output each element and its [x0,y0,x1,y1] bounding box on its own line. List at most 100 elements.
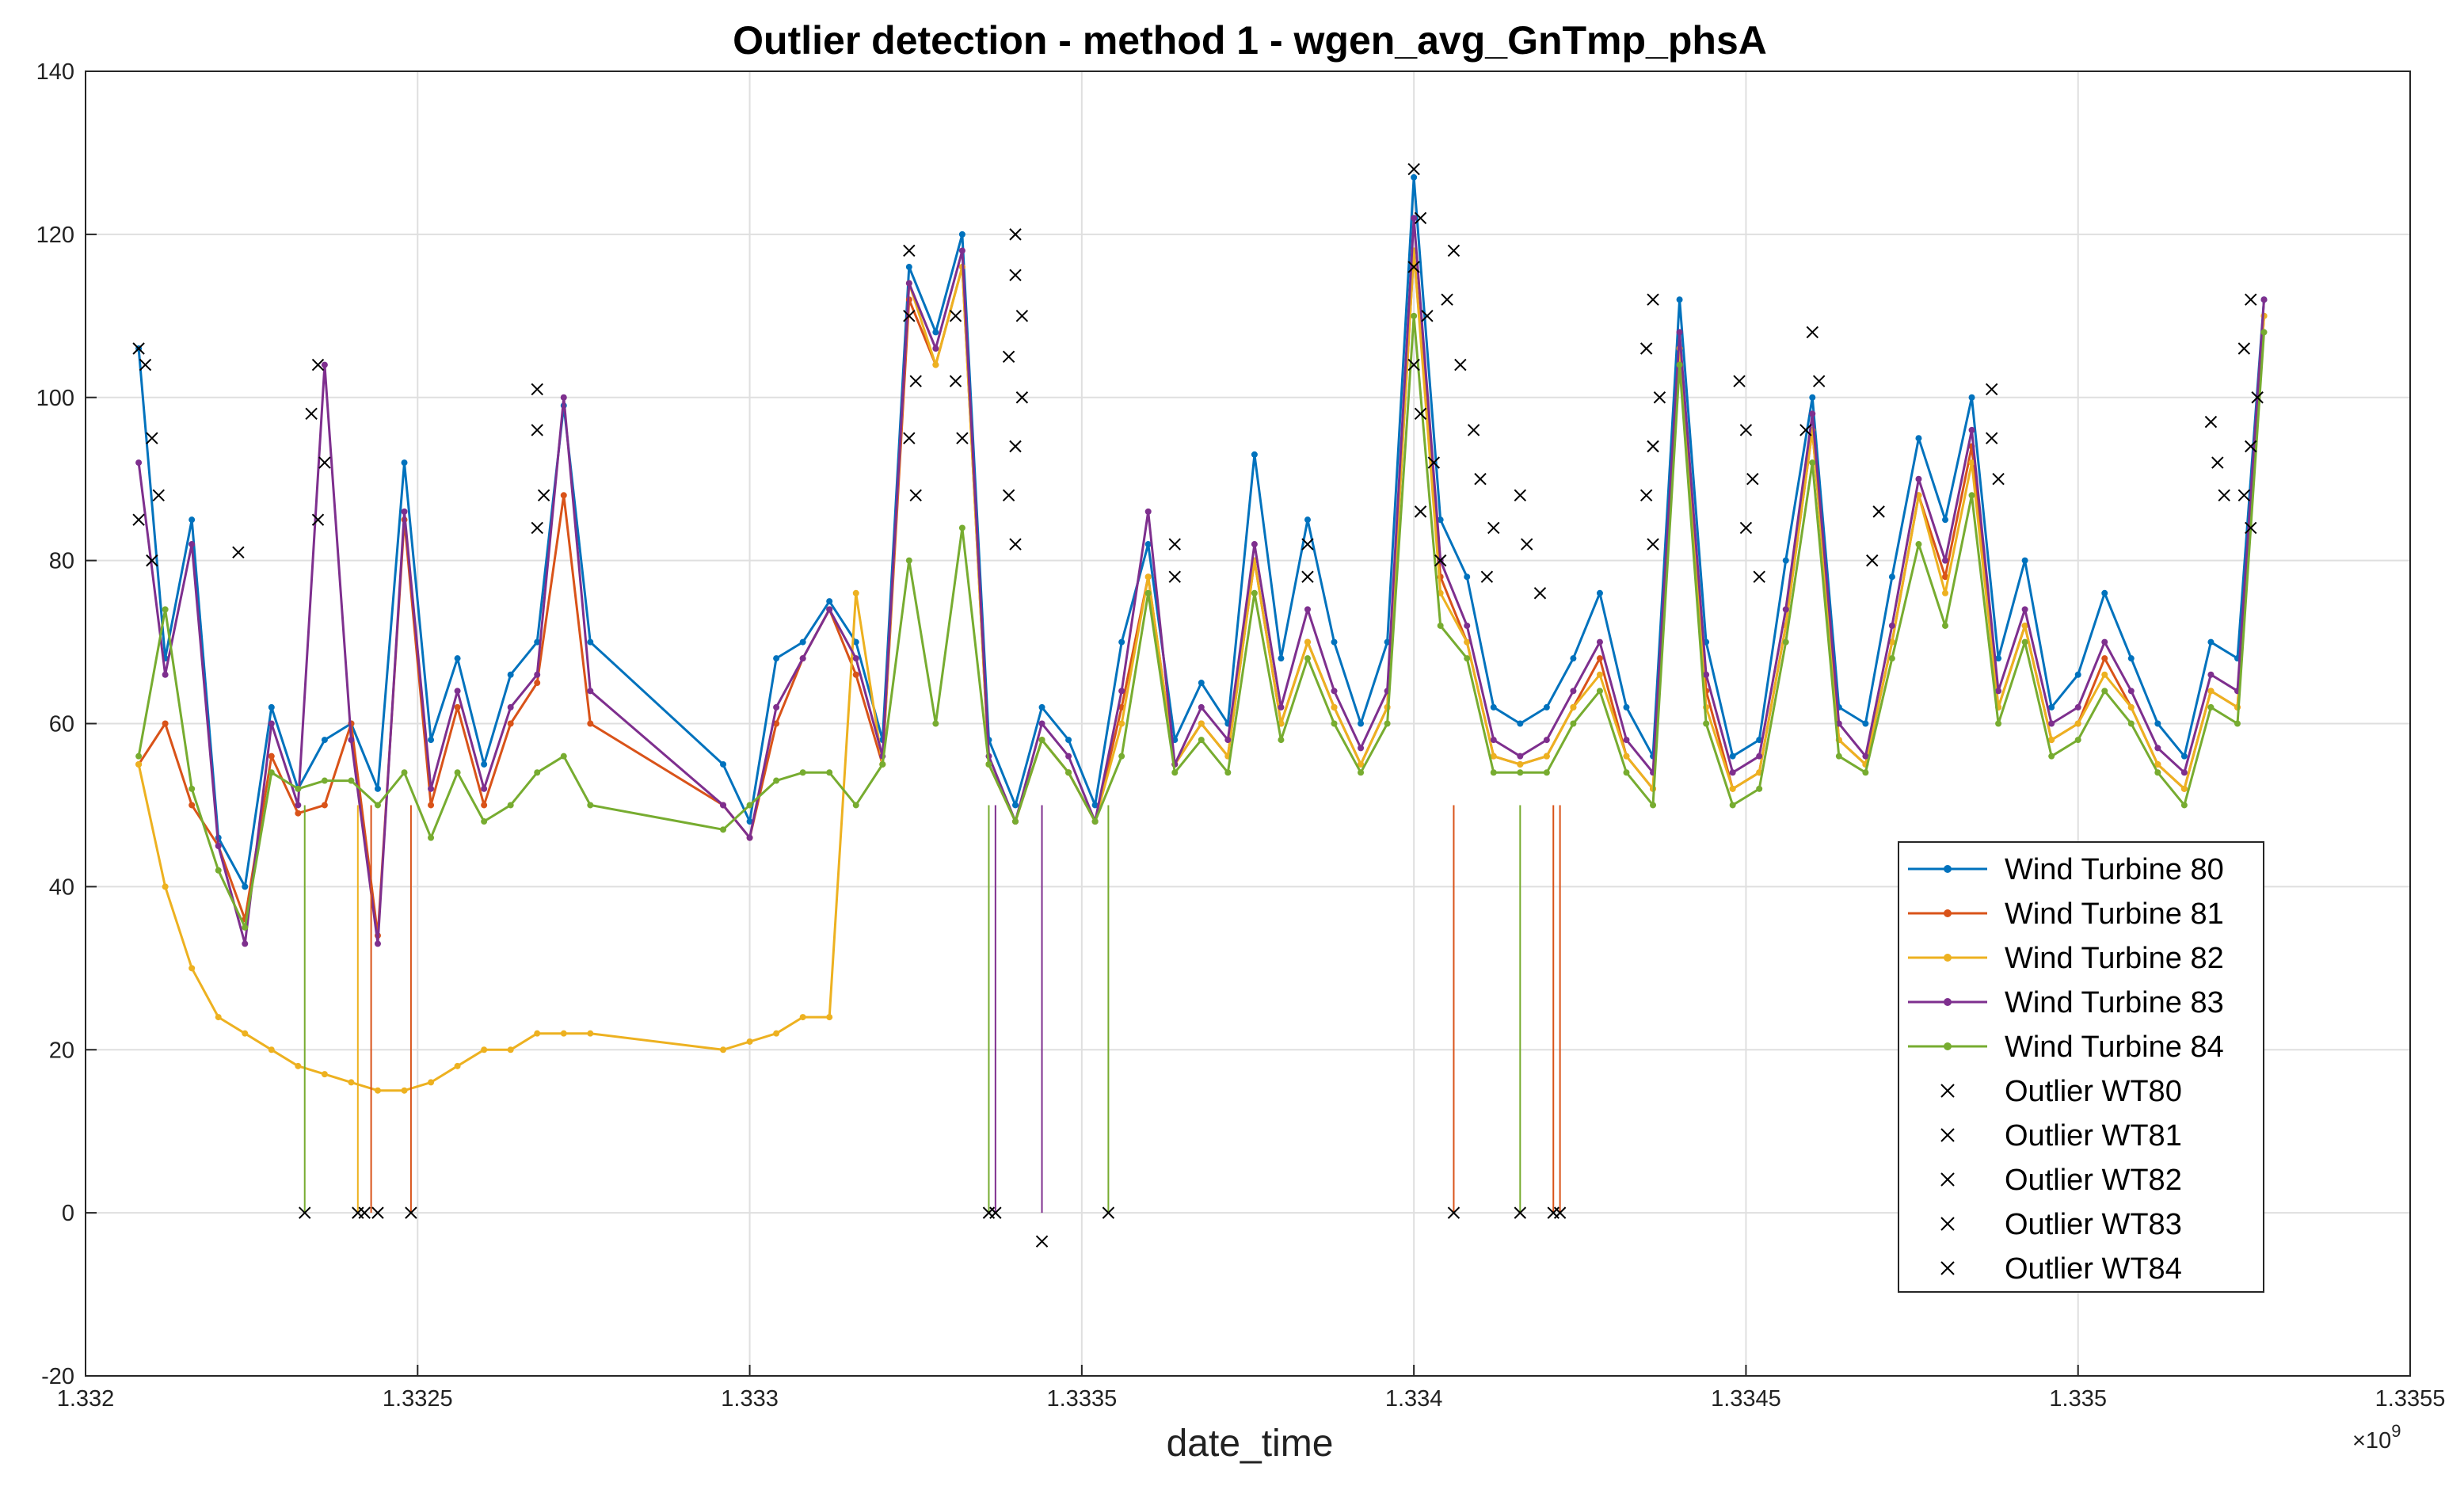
outlier-stroke [1467,424,1480,436]
series-point [2154,760,2161,768]
legend-marker [1944,998,1952,1006]
legend[interactable]: Wind Turbine 80 Wind Turbine 81 Wind Turbi… [1898,841,2264,1293]
outlier-stroke [152,489,165,501]
series-point [295,1062,302,1069]
outlier-stroke [1653,391,1666,404]
outlier-marker [1753,570,1765,583]
series-point [1756,753,1763,760]
outlier-stroke [1407,261,1420,273]
series-point [826,598,833,605]
outlier-stroke [903,244,916,257]
outlier-marker [2251,391,2264,404]
series-point [587,802,594,809]
outlier-marker [1434,554,1447,567]
legend-item-outlier-wt81: Outlier WT81 [1940,1119,2182,1153]
outlier-stroke [1733,375,1746,387]
series-point [401,508,408,515]
outlier-stroke [1002,350,1015,363]
series-point [852,802,859,809]
outlier-marker [531,521,543,535]
series-point [1888,622,1895,629]
series-point [2260,296,2268,303]
series-point [932,329,939,336]
outlier-stroke [1015,310,1029,322]
series-point [1198,720,1205,727]
series-point [534,671,541,678]
outlier-stroke [1009,538,1022,551]
outlier-stroke [1940,1172,1955,1187]
x-axis-label: date_time [1167,1423,1334,1465]
series-point [852,589,859,596]
outlier-stroke [2245,293,2257,306]
outlier-marker [1447,244,1461,257]
series-point [826,1014,833,1021]
outlier-marker [1872,505,1885,518]
series-point [1676,361,1683,368]
series-point [1517,769,1524,776]
series-point [1358,760,1365,768]
series-point [1198,703,1205,711]
series-point [1464,573,1471,581]
series-point [1358,745,1365,752]
series-point [1411,312,1418,319]
series-point [2207,688,2215,695]
outlier-marker [1407,261,1420,273]
series-point [1729,802,1736,809]
series-point [1012,818,1019,825]
outlier-stroke [537,489,550,501]
outlier-marker [1806,326,1818,339]
outlier-marker [1009,269,1022,282]
outlier-stroke [305,407,318,421]
series-point [321,1071,328,1078]
outlier-stroke [1009,440,1022,453]
series-point [1543,753,1550,760]
series-point [1171,769,1179,776]
series-point [1304,606,1311,613]
outlier-marker [371,1206,384,1219]
outlier-stroke [531,521,543,535]
outlier-marker [1454,358,1467,372]
series-point [481,1046,488,1054]
series-point [1782,606,1789,613]
series-point [2101,638,2108,646]
series-point [242,940,249,947]
outlier-marker [1514,489,1527,501]
y-tick-label: 0 [62,1201,74,1226]
series-point [534,769,541,776]
series-point [348,1079,355,1086]
series-point [773,703,780,711]
outlier-marker [1992,472,2005,486]
outlier-stroke [1533,587,1547,600]
series-point [852,671,859,678]
y-tick-label: 40 [49,874,74,900]
series-point [242,883,249,890]
series-point [2021,638,2028,646]
series-point [1862,720,1869,727]
series-point [1384,720,1391,727]
legend-marker [1944,909,1952,917]
outlier-marker [1985,383,1998,396]
outlier-marker [132,513,145,526]
outlier-layer [132,162,2264,1248]
series-point [1490,753,1497,760]
outlier-stroke [1746,472,1759,486]
y-tick-label: 20 [49,1038,74,1063]
outlier-stroke [371,1206,384,1219]
y-tick-label: 80 [49,549,74,574]
series-point [560,753,567,760]
outlier-marker [1520,538,1533,551]
outlier-marker [949,310,962,322]
series-point [428,834,435,841]
series-point [2180,802,2188,809]
outlier-stroke [1168,538,1181,551]
outlier-stroke [1480,570,1494,583]
outlier-marker [989,1206,1002,1219]
outlier-marker [146,432,158,444]
series-point [799,655,806,662]
series-point [2048,703,2055,711]
outlier-marker [909,489,922,501]
series-point [587,1030,594,1037]
series-point [1331,703,1338,711]
series-point [2207,703,2215,711]
outlier-stroke [132,342,145,355]
